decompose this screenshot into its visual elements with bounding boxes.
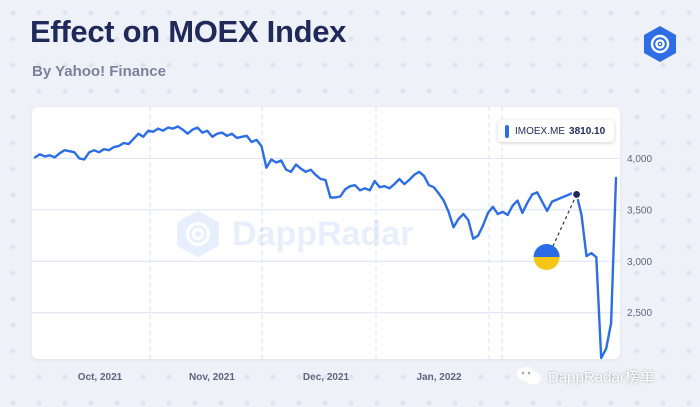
wechat-watermark: DappRadar榜单 <box>516 365 655 387</box>
x-tick-label: Dec, 2021 <box>302 372 350 383</box>
line-chart: 4,000 3,500 3,000 2,500 <box>32 107 652 360</box>
annotation-event-point <box>571 189 582 200</box>
y-tick-label: 4,000 <box>627 154 652 165</box>
ukraine-flag-icon-bottom <box>533 257 560 270</box>
wechat-watermark-text: DappRadar榜单 <box>548 368 655 386</box>
annotation-leader-line <box>552 194 578 248</box>
y-tick-label: 2,500 <box>627 308 652 319</box>
legend-series-name: IMOEX.ME <box>515 125 566 137</box>
ukraine-flag-icon-top <box>533 244 560 257</box>
legend-last-value: 3810.10 <box>569 125 606 137</box>
legend-swatch <box>505 124 509 138</box>
wechat-icon <box>517 367 541 385</box>
x-tick-label: Nov, 2021 <box>189 372 235 383</box>
dappradar-logo-icon <box>644 26 676 62</box>
chart-legend: IMOEX.ME 3810.10 <box>498 120 614 142</box>
y-tick-label: 3,000 <box>627 257 652 268</box>
page-title: Effect on MOEX Index <box>30 14 347 49</box>
y-tick-label: 3,500 <box>627 205 652 216</box>
page-subtitle: By Yahoo! Finance <box>32 63 166 80</box>
chart-card: 4,000 3,500 3,000 2,500 <box>32 107 652 360</box>
series-line-imoex <box>33 125 618 360</box>
x-tick-label: Jan, 2022 <box>416 372 462 383</box>
x-tick-label: Oct, 2021 <box>77 372 123 383</box>
